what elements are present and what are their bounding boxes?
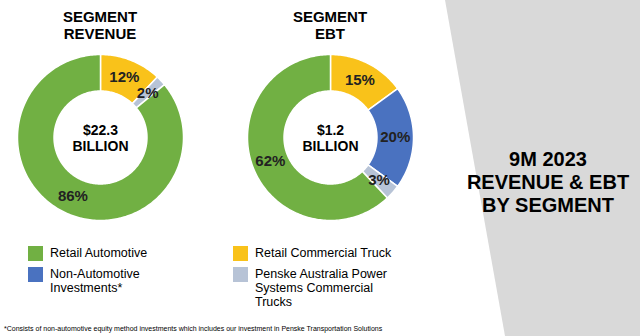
html-text:SEGMENT REVENUE: SEGMENT REVENUE bbox=[62, 8, 138, 42]
svg-text:20%: 20% bbox=[380, 128, 410, 145]
html-text:Penske Australia Power Systems: Penske Australia Power Systems Commercia… bbox=[255, 267, 387, 309]
html-text:BY SEGMENT: BY SEGMENT bbox=[482, 194, 614, 216]
html-text:*Consists of non-automotive eq: *Consists of non-automotive equity metho… bbox=[4, 325, 383, 332]
svg-text:$22.3BILLION: $22.3BILLION bbox=[73, 122, 129, 154]
html-text:Non-Automotive Investments*: Non-Automotive Investments* bbox=[50, 267, 140, 295]
svg-text:15%: 15% bbox=[345, 71, 375, 88]
svg-text:86%: 86% bbox=[58, 187, 88, 204]
html-text:Retail Commercial Truck: Retail Commercial Truck bbox=[255, 246, 392, 260]
html-text:9M 2023: 9M 2023 bbox=[509, 148, 587, 170]
svg-text:2%: 2% bbox=[137, 84, 159, 101]
html-text:SEGMENT EBT: SEGMENT EBT bbox=[292, 8, 368, 42]
html-text:Retail Automotive: Retail Automotive bbox=[50, 246, 148, 260]
svg-text:$1.2BILLION: $1.2BILLION bbox=[303, 122, 359, 154]
html-text:REVENUE & EBT: REVENUE & EBT bbox=[466, 171, 630, 193]
svg-text:3%: 3% bbox=[368, 171, 390, 188]
svg-text:62%: 62% bbox=[255, 152, 285, 169]
svg-text:12%: 12% bbox=[109, 68, 139, 85]
